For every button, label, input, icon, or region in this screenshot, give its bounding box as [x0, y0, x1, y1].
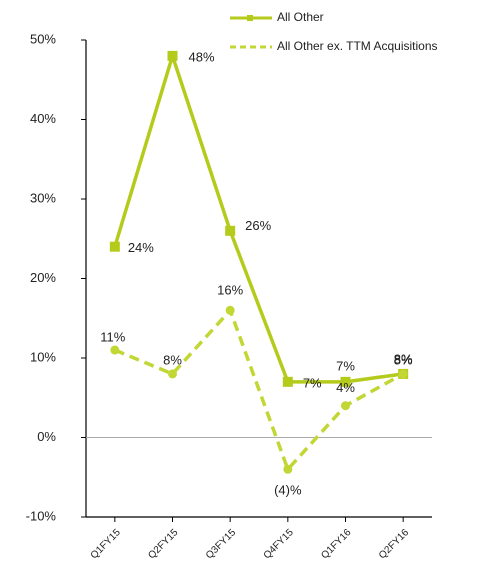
marker — [225, 226, 235, 236]
x-tick-label: Q3FY15 — [204, 527, 238, 561]
marker — [110, 242, 120, 252]
marker — [341, 401, 350, 410]
x-tick-label: Q4FY15 — [262, 527, 296, 561]
legend-label: All Other ex. TTM Acquisitions — [277, 39, 438, 53]
y-tick-label: 10% — [30, 349, 56, 364]
marker — [110, 346, 119, 355]
chart: -10% 0% 10% 20% 30% 40% 50% Q1FY15 Q2FY15 Q3FY15 Q… — [0, 0, 494, 574]
marker — [283, 465, 292, 474]
data-label: 48% — [189, 49, 215, 64]
x-tick-label: Q1FY15 — [89, 527, 123, 561]
series-line — [115, 310, 403, 469]
y-tick-label: -10% — [26, 508, 57, 523]
y-tick-label: 30% — [30, 190, 56, 205]
marker — [283, 377, 293, 387]
marker — [399, 369, 408, 378]
data-label: 7% — [303, 375, 322, 390]
data-label: 11% — [100, 329, 125, 344]
y-tick-label: 50% — [30, 31, 56, 46]
legend-label: All Other — [277, 10, 324, 24]
marker — [226, 306, 235, 315]
y-tick-label: 40% — [30, 111, 56, 126]
data-label: 24% — [128, 240, 154, 255]
data-label: 26% — [245, 218, 271, 233]
x-tick-label: Q2FY15 — [146, 527, 180, 561]
data-label: 8% — [394, 352, 413, 367]
data-label: 7% — [336, 358, 355, 373]
marker — [168, 369, 177, 378]
legend-marker — [247, 15, 253, 21]
x-tick-label: Q2FY16 — [377, 527, 411, 561]
data-label: 4% — [336, 380, 355, 395]
x-tick-label: Q1FY16 — [319, 527, 353, 561]
data-label: 16% — [217, 283, 243, 298]
data-label: (4)% — [274, 483, 302, 498]
y-tick-label: 20% — [30, 270, 56, 285]
marker — [168, 51, 178, 61]
y-tick-label: 0% — [37, 429, 56, 444]
data-label: 8% — [163, 352, 182, 367]
